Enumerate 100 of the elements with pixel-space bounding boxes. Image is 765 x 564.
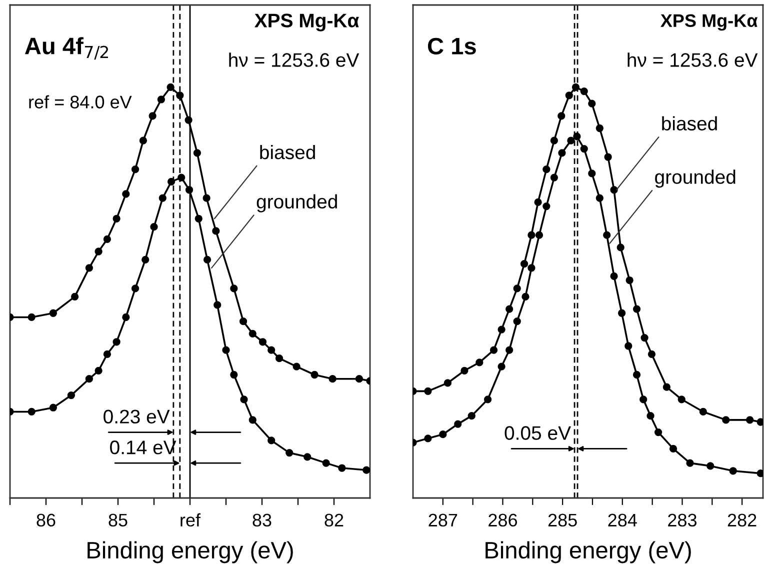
point (490, 346, 498, 354)
point (142, 256, 150, 264)
x-axis-title: Binding energy (eV) (88, 541, 293, 564)
point (722, 416, 730, 424)
point (193, 149, 202, 157)
text: hν = 1253.6 eV (628, 52, 758, 67)
point (572, 83, 580, 91)
annotation: grounded (256, 194, 337, 212)
point (139, 136, 148, 144)
point (542, 166, 550, 174)
point (522, 292, 530, 301)
point (94, 366, 102, 374)
point (230, 370, 238, 379)
point (476, 358, 484, 366)
point (558, 149, 566, 157)
point (258, 338, 267, 346)
point (640, 396, 648, 404)
point (498, 362, 506, 370)
point (535, 231, 544, 239)
point (239, 318, 248, 326)
point (286, 448, 294, 457)
point (328, 375, 336, 383)
x-tick-label: 86 (36, 514, 56, 527)
point (498, 326, 506, 334)
point (654, 428, 662, 436)
point (131, 166, 140, 174)
point (202, 194, 210, 202)
point (424, 387, 432, 396)
point (178, 174, 186, 182)
point (506, 346, 514, 354)
point (603, 231, 611, 239)
point (268, 436, 276, 444)
point (112, 338, 120, 346)
point (122, 313, 130, 322)
point (604, 153, 612, 161)
point (176, 92, 184, 100)
point (28, 408, 36, 416)
x-tick-label: ref (180, 513, 201, 527)
point (214, 301, 222, 309)
point (632, 305, 641, 313)
point (131, 284, 140, 292)
point (596, 194, 604, 202)
point (729, 467, 737, 475)
point (338, 464, 346, 472)
point (167, 178, 176, 186)
x-tick-label: 282 (728, 514, 756, 527)
point (103, 235, 112, 243)
point (534, 198, 542, 206)
annotation: 0.23 eV (104, 410, 170, 424)
point (362, 466, 370, 474)
point (203, 256, 212, 264)
point (122, 190, 130, 198)
point (624, 342, 632, 350)
point (112, 214, 120, 222)
point (212, 227, 220, 235)
point (618, 309, 626, 317)
point (484, 396, 492, 404)
point (580, 144, 588, 153)
point (596, 124, 604, 132)
x-tick-label: 285 (548, 514, 577, 527)
point (756, 418, 763, 426)
point (686, 459, 694, 467)
point (678, 396, 686, 404)
point (230, 284, 238, 292)
point (185, 186, 194, 194)
point (150, 223, 158, 231)
point (292, 362, 300, 370)
point (588, 100, 596, 108)
point (588, 170, 596, 178)
x-tick-label: 85 (108, 514, 128, 527)
point (662, 383, 670, 391)
x-tick-label: 82 (324, 514, 344, 527)
point (310, 370, 318, 379)
point (648, 350, 656, 358)
point (640, 334, 648, 342)
x-tick-label: 287 (428, 514, 458, 527)
point (240, 396, 248, 404)
point (444, 379, 452, 387)
point (550, 174, 558, 182)
chart-title: C 1s (428, 38, 476, 55)
point (573, 132, 581, 140)
point (158, 194, 166, 202)
point (184, 116, 192, 124)
annotation: 0.05 eV (504, 426, 571, 440)
point (550, 136, 558, 144)
point (94, 248, 102, 256)
point (632, 370, 641, 379)
annotation: biased (662, 116, 717, 130)
point (70, 292, 79, 301)
point (558, 112, 566, 120)
point (67, 391, 76, 400)
text: hν = 1253.6 eV (229, 52, 360, 67)
point (616, 244, 624, 252)
point (103, 350, 112, 358)
point (565, 92, 573, 100)
point (756, 470, 763, 478)
point (248, 330, 256, 338)
point (166, 83, 174, 91)
point (528, 231, 536, 239)
annotation: 0.14 eV (110, 440, 176, 454)
